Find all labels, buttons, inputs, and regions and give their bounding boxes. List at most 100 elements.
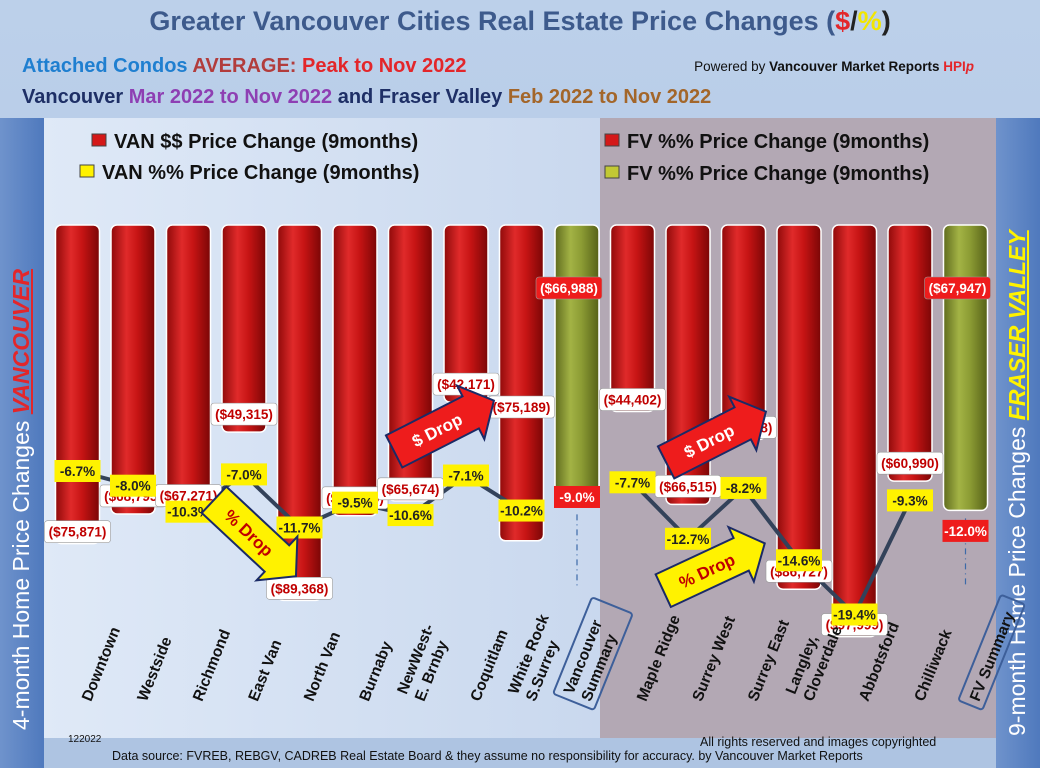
bar-11 bbox=[609, 224, 656, 413]
pct-label-8: -7.1% bbox=[448, 469, 483, 484]
dollar-drop-arrow-van-shape bbox=[384, 383, 496, 469]
pct-label-bg-2 bbox=[110, 474, 156, 497]
powered-by-c: HPI bbox=[943, 59, 966, 74]
dollar-label-11: ($44,402) bbox=[604, 392, 662, 407]
dollar-label-bg-17 bbox=[924, 276, 991, 300]
chart-title: Greater Vancouver Cities Real Estate Pri… bbox=[0, 6, 1040, 37]
dollar-label-7: ($65,674) bbox=[382, 482, 440, 497]
pct-label-3: -10.3% bbox=[167, 505, 210, 520]
dollar-label-3: ($67,271) bbox=[160, 489, 218, 504]
bar-3 bbox=[165, 224, 212, 509]
bar-1 bbox=[54, 224, 101, 545]
dollar-label-9: ($75,189) bbox=[493, 400, 551, 415]
pct-label-15: -19.4% bbox=[833, 608, 876, 623]
bar-5 bbox=[276, 224, 323, 602]
dollar-label-12: ($66,515) bbox=[659, 479, 717, 494]
pct-label-bg-10 bbox=[554, 485, 600, 508]
legend-swatch-4 bbox=[604, 165, 620, 179]
subtitle-periods-c: and Fraser Valley bbox=[332, 86, 508, 108]
pct-label-bg-16 bbox=[887, 489, 933, 512]
dollar-label-17: ($67,947) bbox=[929, 281, 987, 296]
legend-swatch-2 bbox=[79, 164, 95, 178]
dollar-label-bg-5 bbox=[266, 577, 333, 600]
pct-label-bg-1 bbox=[54, 460, 101, 482]
subtitle-periods-d: Feb 2022 to Nov 2022 bbox=[507, 86, 712, 108]
powered-by: Powered by Vancouver Market Reports HPIp bbox=[694, 59, 974, 74]
legend: VAN $$ Price Change (9months) VAN %% Pric… bbox=[79, 131, 929, 185]
data-source-note: Data source: FVREB, REBGV, CADREB Real E… bbox=[112, 749, 863, 763]
copyright-note: All rights reserved and images copyright… bbox=[700, 735, 937, 749]
pct-label-7: -10.6% bbox=[389, 508, 432, 523]
pct-label-bg-13 bbox=[720, 476, 767, 499]
subtitle-periods-b: Mar 2022 to Nov 2022 bbox=[128, 86, 333, 108]
subtitle-condos: Attached Condos AVERAGE: Peak to Nov 202… bbox=[22, 55, 467, 78]
category-box-17 bbox=[958, 594, 1026, 711]
pct-label-2: -8.0% bbox=[115, 479, 150, 494]
dollar-label-1: ($75,871) bbox=[49, 525, 107, 540]
pct-label-bg-9 bbox=[498, 499, 545, 522]
pct-label-bg-7 bbox=[387, 504, 434, 527]
legend-label-1: VAN $$ Price Change (9months) bbox=[114, 131, 418, 153]
subtitle-periods: Vancouver Mar 2022 to Nov 2022 and Frase… bbox=[22, 86, 711, 109]
subtitle-condos-a: Attached Condos bbox=[22, 55, 193, 77]
pct-label-16: -9.3% bbox=[892, 493, 927, 508]
arrows-group: $ Drop $ Drop% Drop% Drop bbox=[200, 383, 768, 609]
dollar-label-8: ($42,171) bbox=[437, 377, 495, 392]
legend-swatch-3 bbox=[604, 133, 620, 147]
title-dollar: $ bbox=[835, 6, 851, 36]
bar-9 bbox=[498, 224, 545, 542]
pct-label-6: -9.5% bbox=[337, 496, 372, 511]
chart-code: 122022 bbox=[68, 734, 102, 745]
legend-label-2: VAN %% Price Change (9months) bbox=[102, 162, 419, 184]
bar-14 bbox=[776, 224, 822, 591]
pct-drop-arrow-fv-shape bbox=[654, 525, 766, 609]
pct-label-bg-15 bbox=[831, 603, 878, 626]
subtitle-periods-a: Vancouver bbox=[22, 86, 129, 108]
bar-16 bbox=[887, 224, 933, 482]
pct-label-bg-12 bbox=[665, 527, 711, 550]
pct-label-bg-14 bbox=[776, 549, 822, 572]
pct-label-11: -7.7% bbox=[615, 475, 650, 490]
title-text: Greater Vancouver Cities Real Estate Pri… bbox=[149, 6, 836, 36]
bar-6 bbox=[332, 224, 378, 517]
pct-label-10: -9.0% bbox=[559, 490, 594, 505]
pct-label-bg-4 bbox=[221, 463, 267, 486]
legend-label-3: FV %% Price Change (9months) bbox=[627, 131, 929, 153]
dollar-label-bg-4 bbox=[210, 402, 278, 426]
legend-swatch-1 bbox=[91, 133, 107, 147]
pct-label-bg-6 bbox=[332, 491, 378, 514]
bar-15 bbox=[831, 224, 878, 638]
title-close: ) bbox=[881, 6, 891, 36]
pct-label-9: -10.2% bbox=[500, 504, 543, 519]
legend-label-4: FV %% Price Change (9months) bbox=[627, 163, 929, 185]
left-side-panel: 4-month Home Price Changes VANCOUVER bbox=[0, 118, 44, 768]
pct-labels-group: -6.7% -8.0% -10.3% -7.0% -11.7% -9.5% -10.6% -7… bbox=[54, 460, 989, 626]
pct-label-4: -7.0% bbox=[226, 467, 261, 482]
powered-by-a: Powered by bbox=[694, 59, 770, 74]
dollar-label-16: ($60,990) bbox=[881, 456, 939, 471]
pct-label-17: -12.0% bbox=[944, 524, 987, 539]
pct-label-bg-3 bbox=[165, 500, 212, 523]
pct-label-13: -8.2% bbox=[726, 481, 761, 496]
pct-label-bg-8 bbox=[443, 464, 489, 487]
chart-plot: VAN $$ Price Change (9months) VAN %% Pric… bbox=[44, 118, 1026, 738]
bar-4 bbox=[221, 224, 267, 433]
dollar-label-bg-11 bbox=[599, 388, 666, 411]
dollar-label-10: ($66,988) bbox=[540, 281, 598, 296]
pct-label-1: -6.7% bbox=[60, 464, 95, 479]
subtitle-condos-b: AVERAGE: bbox=[192, 55, 303, 77]
pct-label-14: -14.6% bbox=[778, 553, 821, 568]
dollar-label-bg-1 bbox=[44, 520, 111, 543]
subtitle-condos-c: Peak to Nov 2022 bbox=[302, 55, 467, 77]
dollar-label-bg-7 bbox=[377, 477, 444, 501]
dollar-label-5: ($89,368) bbox=[271, 581, 329, 596]
pct-label-bg-17 bbox=[942, 519, 989, 542]
dollar-drop-arrow-fv-shape bbox=[656, 394, 768, 480]
category-box-10 bbox=[552, 597, 633, 711]
bar-17 bbox=[942, 224, 989, 512]
title-percent: % bbox=[857, 6, 882, 36]
bar-10 bbox=[554, 224, 600, 508]
pct-label-bg-5 bbox=[276, 516, 323, 539]
powered-by-d: p bbox=[965, 59, 974, 74]
pct-label-12: -12.7% bbox=[667, 532, 710, 547]
